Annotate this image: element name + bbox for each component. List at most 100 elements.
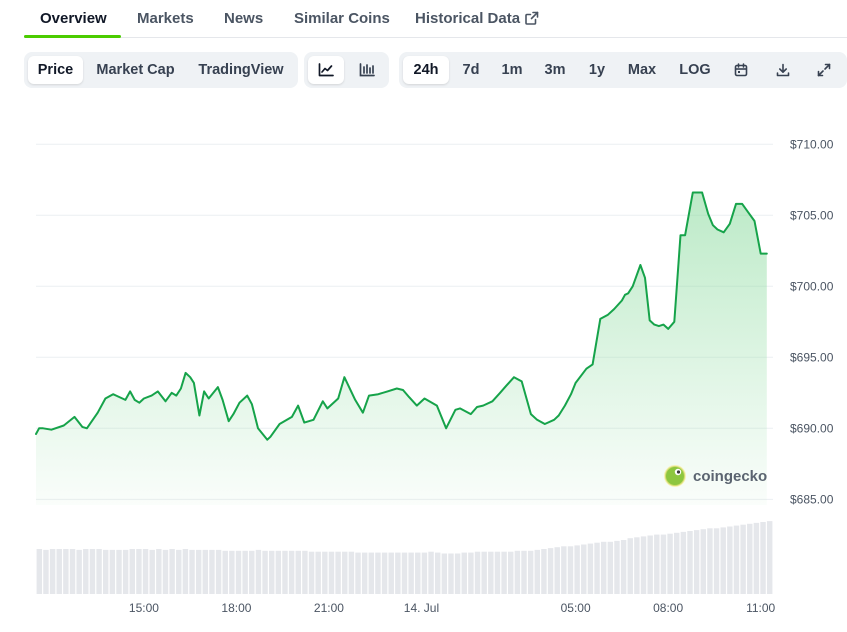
date-range-button[interactable] <box>725 56 757 84</box>
candlestick-chart-button[interactable] <box>348 56 385 84</box>
volume-bar <box>674 532 680 594</box>
volume-bar <box>594 542 600 594</box>
tradingview-view-button[interactable]: TradingView <box>198 62 284 78</box>
volume-bar <box>481 551 487 594</box>
y-axis-labels: $710.00 $705.00 $700.00 $695.00 $690.00 $685.… <box>790 137 834 506</box>
volume-bar <box>335 551 341 594</box>
range-1m-button[interactable]: 1m <box>501 62 523 78</box>
volume-bar <box>627 538 633 594</box>
volume-bar <box>760 522 766 594</box>
volume-bar <box>255 549 262 594</box>
volume-bar <box>607 541 614 594</box>
volume-bar <box>600 541 607 594</box>
volume-bar <box>43 549 49 594</box>
volume-bar <box>587 543 594 594</box>
volume-bar <box>494 551 501 594</box>
download-button[interactable] <box>767 56 799 84</box>
volume-bar <box>222 550 228 594</box>
price-chart[interactable]: $710.00 $705.00 $700.00 $695.00 $690.00 $685.… <box>0 100 847 632</box>
price-area-fill <box>36 192 767 505</box>
range-7d-button[interactable]: 7d <box>462 62 480 78</box>
volume-bar <box>56 549 62 594</box>
tab-similar-coins[interactable]: Similar Coins <box>294 10 390 27</box>
volume-bar <box>747 523 753 594</box>
volume-bar <box>142 549 149 594</box>
log-scale-button[interactable]: LOG <box>679 62 711 78</box>
chart-type-selector <box>304 52 389 88</box>
range-24h-button[interactable]: 24h <box>403 56 449 84</box>
volume-bar <box>434 552 441 594</box>
volume-bar <box>700 529 707 594</box>
volume-bar <box>102 549 109 594</box>
line-chart-button[interactable] <box>308 56 344 84</box>
volume-bar <box>574 545 580 594</box>
volume-bar <box>454 553 461 594</box>
volume-bar <box>501 551 507 594</box>
volume-bar <box>388 552 394 594</box>
volume-bar <box>189 549 195 594</box>
range-max-button[interactable]: Max <box>627 62 657 78</box>
volume-bar <box>620 540 627 594</box>
tab-markets[interactable]: Markets <box>137 10 194 27</box>
volume-bar <box>308 551 315 594</box>
volume-bar <box>89 549 96 594</box>
volume-bar <box>375 552 381 594</box>
volume-bar <box>461 552 467 594</box>
volume-bar <box>129 549 135 594</box>
volume-bar <box>534 549 541 594</box>
volume-bar <box>342 551 348 594</box>
volume-bar <box>116 549 122 594</box>
y-tick-label: $690.00 <box>790 421 834 435</box>
volume-bar <box>109 549 116 594</box>
x-axis-labels: 15:00 18:00 21:00 14. Jul 05:00 08:00 11:00 <box>129 601 776 615</box>
market-cap-view-button[interactable]: Market Cap <box>96 62 175 78</box>
volume-bar <box>521 550 527 594</box>
price-series-line[interactable] <box>35 191 768 441</box>
volume-bar <box>766 521 773 594</box>
volume-bar <box>249 550 255 594</box>
volume-bar <box>282 550 288 594</box>
x-tick-label: 08:00 <box>653 601 683 615</box>
tab-historical-data[interactable]: Historical Data <box>415 10 539 27</box>
volume-bar <box>169 549 175 594</box>
x-tick-label: 18:00 <box>221 601 251 615</box>
range-1y-button[interactable]: 1y <box>588 62 606 78</box>
volume-bar <box>488 551 494 594</box>
volume-bar <box>195 549 202 594</box>
volume-bar <box>733 525 740 594</box>
volume-bar <box>315 551 321 594</box>
volume-bar <box>468 552 474 594</box>
range-3m-button[interactable]: 3m <box>544 62 566 78</box>
volume-bar <box>49 549 56 594</box>
tab-overview[interactable]: Overview <box>40 10 107 27</box>
volume-bar <box>740 524 746 594</box>
volume-bar <box>554 547 560 594</box>
volume-bar <box>36 549 43 594</box>
volume-bar <box>713 528 720 594</box>
volume-bar <box>395 552 401 594</box>
calendar-icon <box>734 63 748 77</box>
volume-bar <box>727 526 733 594</box>
volume-bar <box>355 552 361 594</box>
volume-bar <box>614 540 620 594</box>
volume-bar <box>63 549 69 594</box>
volume-bar <box>262 550 268 594</box>
volume-bar <box>162 549 169 594</box>
volume-bar <box>149 549 155 594</box>
active-tab-indicator <box>24 35 121 38</box>
tab-news[interactable]: News <box>224 10 264 27</box>
volume-bar <box>508 551 514 594</box>
y-tick-label: $695.00 <box>790 350 834 364</box>
volume-bar <box>634 537 640 594</box>
volume-bar <box>242 550 248 594</box>
price-view-button[interactable]: Price <box>28 56 83 84</box>
volume-bar <box>176 549 182 594</box>
volume-bar <box>707 528 713 594</box>
fullscreen-button[interactable] <box>808 56 840 84</box>
volume-bar <box>541 549 547 594</box>
volume-bar <box>640 536 647 594</box>
volume-bar <box>328 551 335 594</box>
volume-bar <box>667 533 673 594</box>
line-chart-icon <box>318 63 334 77</box>
volume-bar <box>415 552 421 594</box>
